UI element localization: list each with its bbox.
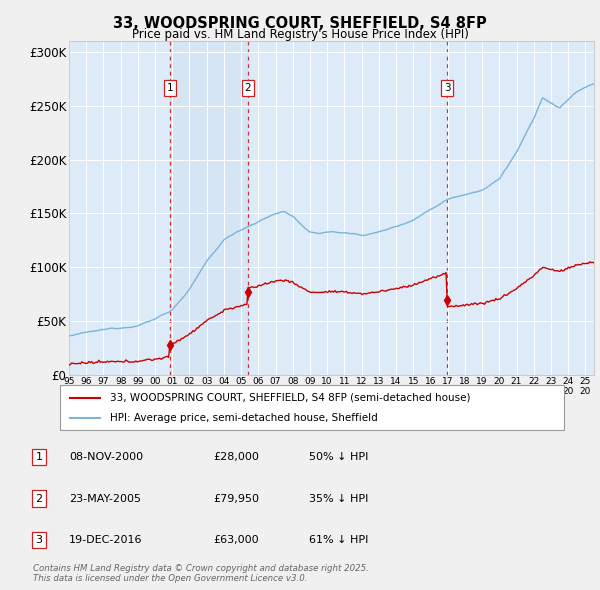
Text: 2: 2	[35, 494, 43, 503]
Text: Price paid vs. HM Land Registry's House Price Index (HPI): Price paid vs. HM Land Registry's House …	[131, 28, 469, 41]
Text: 33, WOODSPRING COURT, SHEFFIELD, S4 8FP (semi-detached house): 33, WOODSPRING COURT, SHEFFIELD, S4 8FP …	[110, 393, 471, 402]
Text: 3: 3	[35, 535, 43, 545]
Text: £79,950: £79,950	[213, 494, 259, 503]
Text: 1: 1	[35, 453, 43, 462]
Text: 35% ↓ HPI: 35% ↓ HPI	[309, 494, 368, 503]
Text: 33, WOODSPRING COURT, SHEFFIELD, S4 8FP: 33, WOODSPRING COURT, SHEFFIELD, S4 8FP	[113, 16, 487, 31]
Text: £28,000: £28,000	[213, 453, 259, 462]
Text: HPI: Average price, semi-detached house, Sheffield: HPI: Average price, semi-detached house,…	[110, 414, 378, 424]
Text: 3: 3	[444, 83, 451, 93]
Text: 50% ↓ HPI: 50% ↓ HPI	[309, 453, 368, 462]
Text: Contains HM Land Registry data © Crown copyright and database right 2025.
This d: Contains HM Land Registry data © Crown c…	[33, 563, 369, 583]
Text: 23-MAY-2005: 23-MAY-2005	[69, 494, 141, 503]
Bar	[170, 41, 248, 375]
Text: 08-NOV-2000: 08-NOV-2000	[69, 453, 143, 462]
Text: 19-DEC-2016: 19-DEC-2016	[69, 535, 143, 545]
Text: 61% ↓ HPI: 61% ↓ HPI	[309, 535, 368, 545]
Text: 1: 1	[167, 83, 173, 93]
Text: 2: 2	[245, 83, 251, 93]
Text: £63,000: £63,000	[213, 535, 259, 545]
